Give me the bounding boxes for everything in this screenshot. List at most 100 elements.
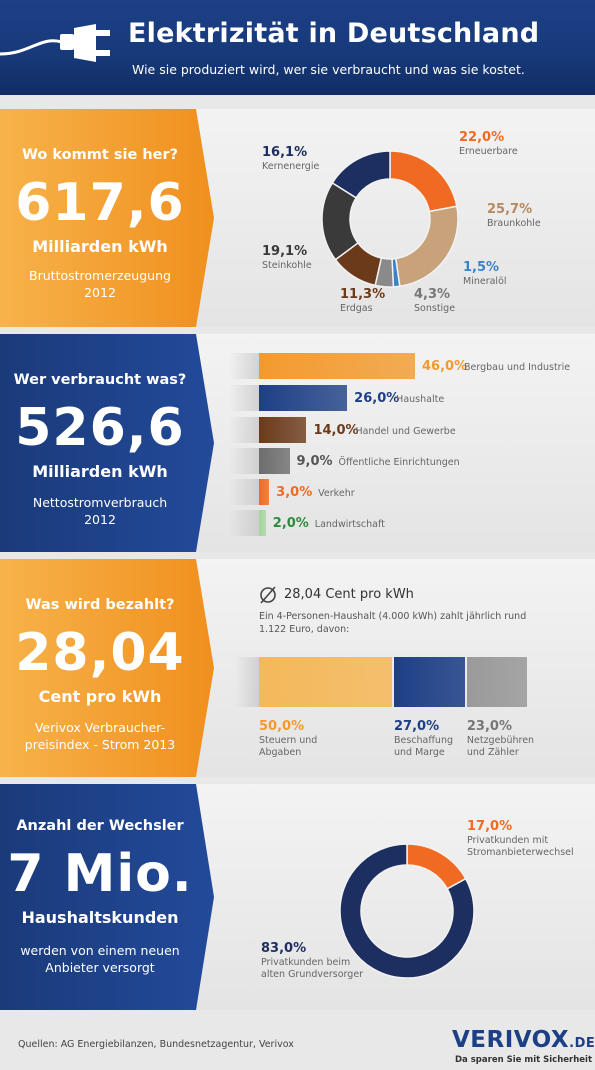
logo-slogan: Da sparen Sie mit Sicherheit <box>455 1055 593 1065</box>
header: Elektrizität in Deutschland Wie sie prod… <box>0 0 595 95</box>
price-segment <box>259 657 392 707</box>
bar-category-label: Öffentliche Einrichtungen <box>338 457 460 468</box>
slice-name-label: Braunkohle <box>487 218 541 229</box>
verivox-logo[interactable]: VERIVOX.DE <box>452 1027 595 1053</box>
switchers-donut-chart <box>339 843 475 979</box>
page-title: Elektrizität in Deutschland <box>128 18 540 49</box>
segment-value-label: 50,0% <box>259 719 305 734</box>
price-note-line-1: Ein 4-Personen-Haushalt (4.000 kWh) zahl… <box>259 611 527 622</box>
slice-value-label: 83,0% <box>261 941 307 956</box>
description-line-1: werden von einem neuen <box>20 943 180 958</box>
consumption-bar <box>259 417 307 443</box>
donut-slice-1 <box>339 843 475 979</box>
segment-value-label: 23,0% <box>466 719 512 734</box>
logo-suffix: .DE <box>569 1036 595 1051</box>
description-line-1: Verivox Verbraucher- <box>34 720 166 735</box>
bar-category-label: Handel und Gewerbe <box>355 426 456 437</box>
consumption-bar <box>259 353 415 379</box>
description-line-2: Anbieter versorgt <box>45 960 155 975</box>
bar-value-label: 46,0% <box>422 359 468 374</box>
bar-value-label: 14,0% <box>313 423 359 438</box>
segment-value-label: 27,0% <box>394 719 440 734</box>
bar-value-label: 9,0% <box>296 454 333 469</box>
description-line-2: 2012 <box>84 512 116 527</box>
segment-name-line-2: Abgaben <box>259 747 302 758</box>
unit-label: Milliarden kWh <box>32 462 168 481</box>
bar-shadow <box>229 417 259 443</box>
side-banner-switchers: Anzahl der Wechsler 7 Mio. Haushaltskund… <box>0 784 215 1010</box>
bar-category-label: Haushalte <box>396 394 445 405</box>
bar-shadow <box>235 657 259 707</box>
slice-name-label: Kernenergie <box>262 161 320 172</box>
section-switchers: Anzahl der Wechsler 7 Mio. Haushaltskund… <box>0 784 595 1010</box>
question-label: Anzahl der Wechsler <box>16 818 184 834</box>
segment-name-line-2: und Zähler <box>466 747 519 758</box>
bar-shadow <box>229 353 259 379</box>
segment-name-line-1: Netzgebühren <box>466 735 535 746</box>
bar-shadow <box>229 448 259 474</box>
question-label: Was wird bezahlt? <box>25 597 175 613</box>
slice-name-line-2: Stromanbieterwechsel <box>467 847 574 858</box>
slice-name-label: Erdgas <box>340 303 373 314</box>
question-label: Wer verbraucht was? <box>13 372 187 388</box>
bar-value-label: 26,0% <box>354 391 400 406</box>
arrow-banner <box>0 109 214 327</box>
slice-value-label: 1,5% <box>463 260 500 275</box>
slice-value-label: 4,3% <box>414 287 451 302</box>
big-number: 617,6 <box>15 173 185 233</box>
price-segment <box>394 657 465 707</box>
donut-slice-1 <box>394 205 459 288</box>
slice-name-line-2: alten Grundversorger <box>261 969 364 980</box>
page-subtitle: Wie sie produziert wird, wer sie verbrau… <box>132 62 525 77</box>
side-banner-price: Was wird bezahlt? 28,04 Cent pro kWh Ver… <box>0 559 215 777</box>
description-line-2: 2012 <box>84 285 116 300</box>
slice-value-label: 16,1% <box>262 145 308 160</box>
slice-name-line-1: Privatkunden beim <box>261 957 351 968</box>
slice-name-label: Mineralöl <box>463 276 507 287</box>
slice-value-label: 19,1% <box>262 244 308 259</box>
section-consumption: Wer verbraucht was? 526,6 Milliarden kWh… <box>0 334 595 552</box>
segment-name-line-2: und Marge <box>394 747 445 758</box>
bar-category-label: Verkehr <box>318 488 355 499</box>
arrow-banner <box>0 334 214 552</box>
bar-value-label: 2,0% <box>272 516 309 531</box>
section-production: Wo kommt sie her? 617,6 Milliarden kWh B… <box>0 109 595 327</box>
slice-value-label: 25,7% <box>487 202 533 217</box>
segment-name-line-1: Beschaffung <box>394 735 453 746</box>
donut-slice-0 <box>406 843 467 890</box>
bar-shadow <box>229 510 259 536</box>
slice-value-label: 22,0% <box>459 130 505 145</box>
description-line-1: Nettostromverbrauch <box>32 495 168 510</box>
side-banner-production: Wo kommt sie her? 617,6 Milliarden kWh B… <box>0 109 215 327</box>
segment-name-line-1: Steuern und <box>259 735 318 746</box>
footer: Quellen: AG Energiebilanzen, Bundesnetza… <box>0 1015 595 1070</box>
bar-shadow <box>229 479 259 505</box>
slice-name-line-1: Privatkunden mit <box>467 835 549 846</box>
price-segment <box>466 657 527 707</box>
bar-shadow <box>229 385 259 411</box>
slice-value-label: 11,3% <box>340 287 386 302</box>
bar-category-label: Landwirtschaft <box>314 519 385 530</box>
average-price-label: 28,04 Cent pro kWh <box>284 587 414 602</box>
unit-label: Cent pro kWh <box>38 687 162 706</box>
price-note-line-2: 1.122 Euro, davon: <box>259 624 350 635</box>
slice-name-label: Sonstige <box>414 303 456 314</box>
side-banner-consumption: Wer verbraucht was? 526,6 Milliarden kWh… <box>0 334 215 552</box>
section-price: Was wird bezahlt? 28,04 Cent pro kWh Ver… <box>0 559 595 777</box>
donut-slice-0 <box>389 150 458 213</box>
sources-note: Quellen: AG Energiebilanzen, Bundesnetza… <box>18 1039 294 1050</box>
description-line-1: Bruttostromerzeugung <box>29 268 171 283</box>
consumption-bar <box>259 479 270 505</box>
big-number: 526,6 <box>15 398 185 458</box>
slice-value-label: 17,0% <box>467 819 513 834</box>
donut-slice-6 <box>331 150 391 199</box>
logo-text: VERIVOX <box>452 1027 570 1053</box>
diameter-icon <box>260 586 276 604</box>
consumption-bar <box>259 510 266 536</box>
big-number: 7 Mio. <box>7 844 193 904</box>
slice-name-label: Steinkohle <box>262 260 312 271</box>
bar-value-label: 3,0% <box>276 485 313 500</box>
question-label: Wo kommt sie her? <box>21 147 179 163</box>
plug-icon <box>0 24 110 62</box>
consumption-bar <box>259 385 348 411</box>
